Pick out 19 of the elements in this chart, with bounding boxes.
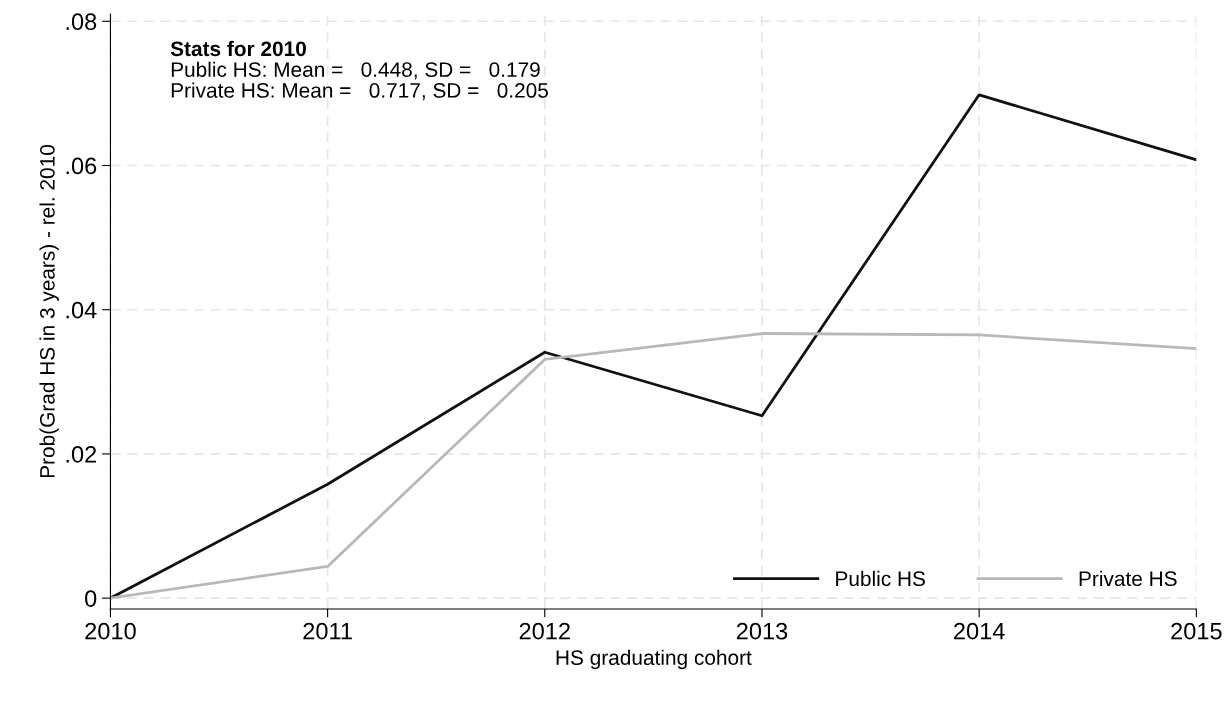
x-tick-label: 2015 [1171, 622, 1222, 640]
legend-label: Private HS [1079, 570, 1177, 587]
y-tick-label: .06 [66, 157, 97, 175]
x-tick-label: 2010 [85, 622, 136, 640]
y-tick-label: .02 [66, 446, 97, 463]
y-tick-label: .04 [66, 301, 97, 319]
y-tick-label: .08 [66, 13, 97, 31]
legend-label: Public HS [836, 570, 925, 587]
x-tick-label: 2013 [736, 622, 788, 640]
y-tick-label: 0 [85, 590, 97, 607]
y-axis-title: Prob(Grad HS in 3 years) - rel. 2010 [39, 145, 59, 478]
annotation: Private HS: Mean = 0.717, SD = 0.205 [171, 82, 548, 101]
line-series [110, 332, 1197, 600]
x-tick-label: 2012 [519, 622, 570, 640]
x-tick-label: 2011 [303, 622, 352, 640]
x-axis-title: HS graduating cohort [556, 649, 752, 670]
annotation: Public HS: Mean = 0.448, SD = 0.179 [171, 61, 540, 80]
annotation: Stats for 2010 [170, 40, 306, 57]
x-tick-label: 2014 [954, 622, 1005, 640]
